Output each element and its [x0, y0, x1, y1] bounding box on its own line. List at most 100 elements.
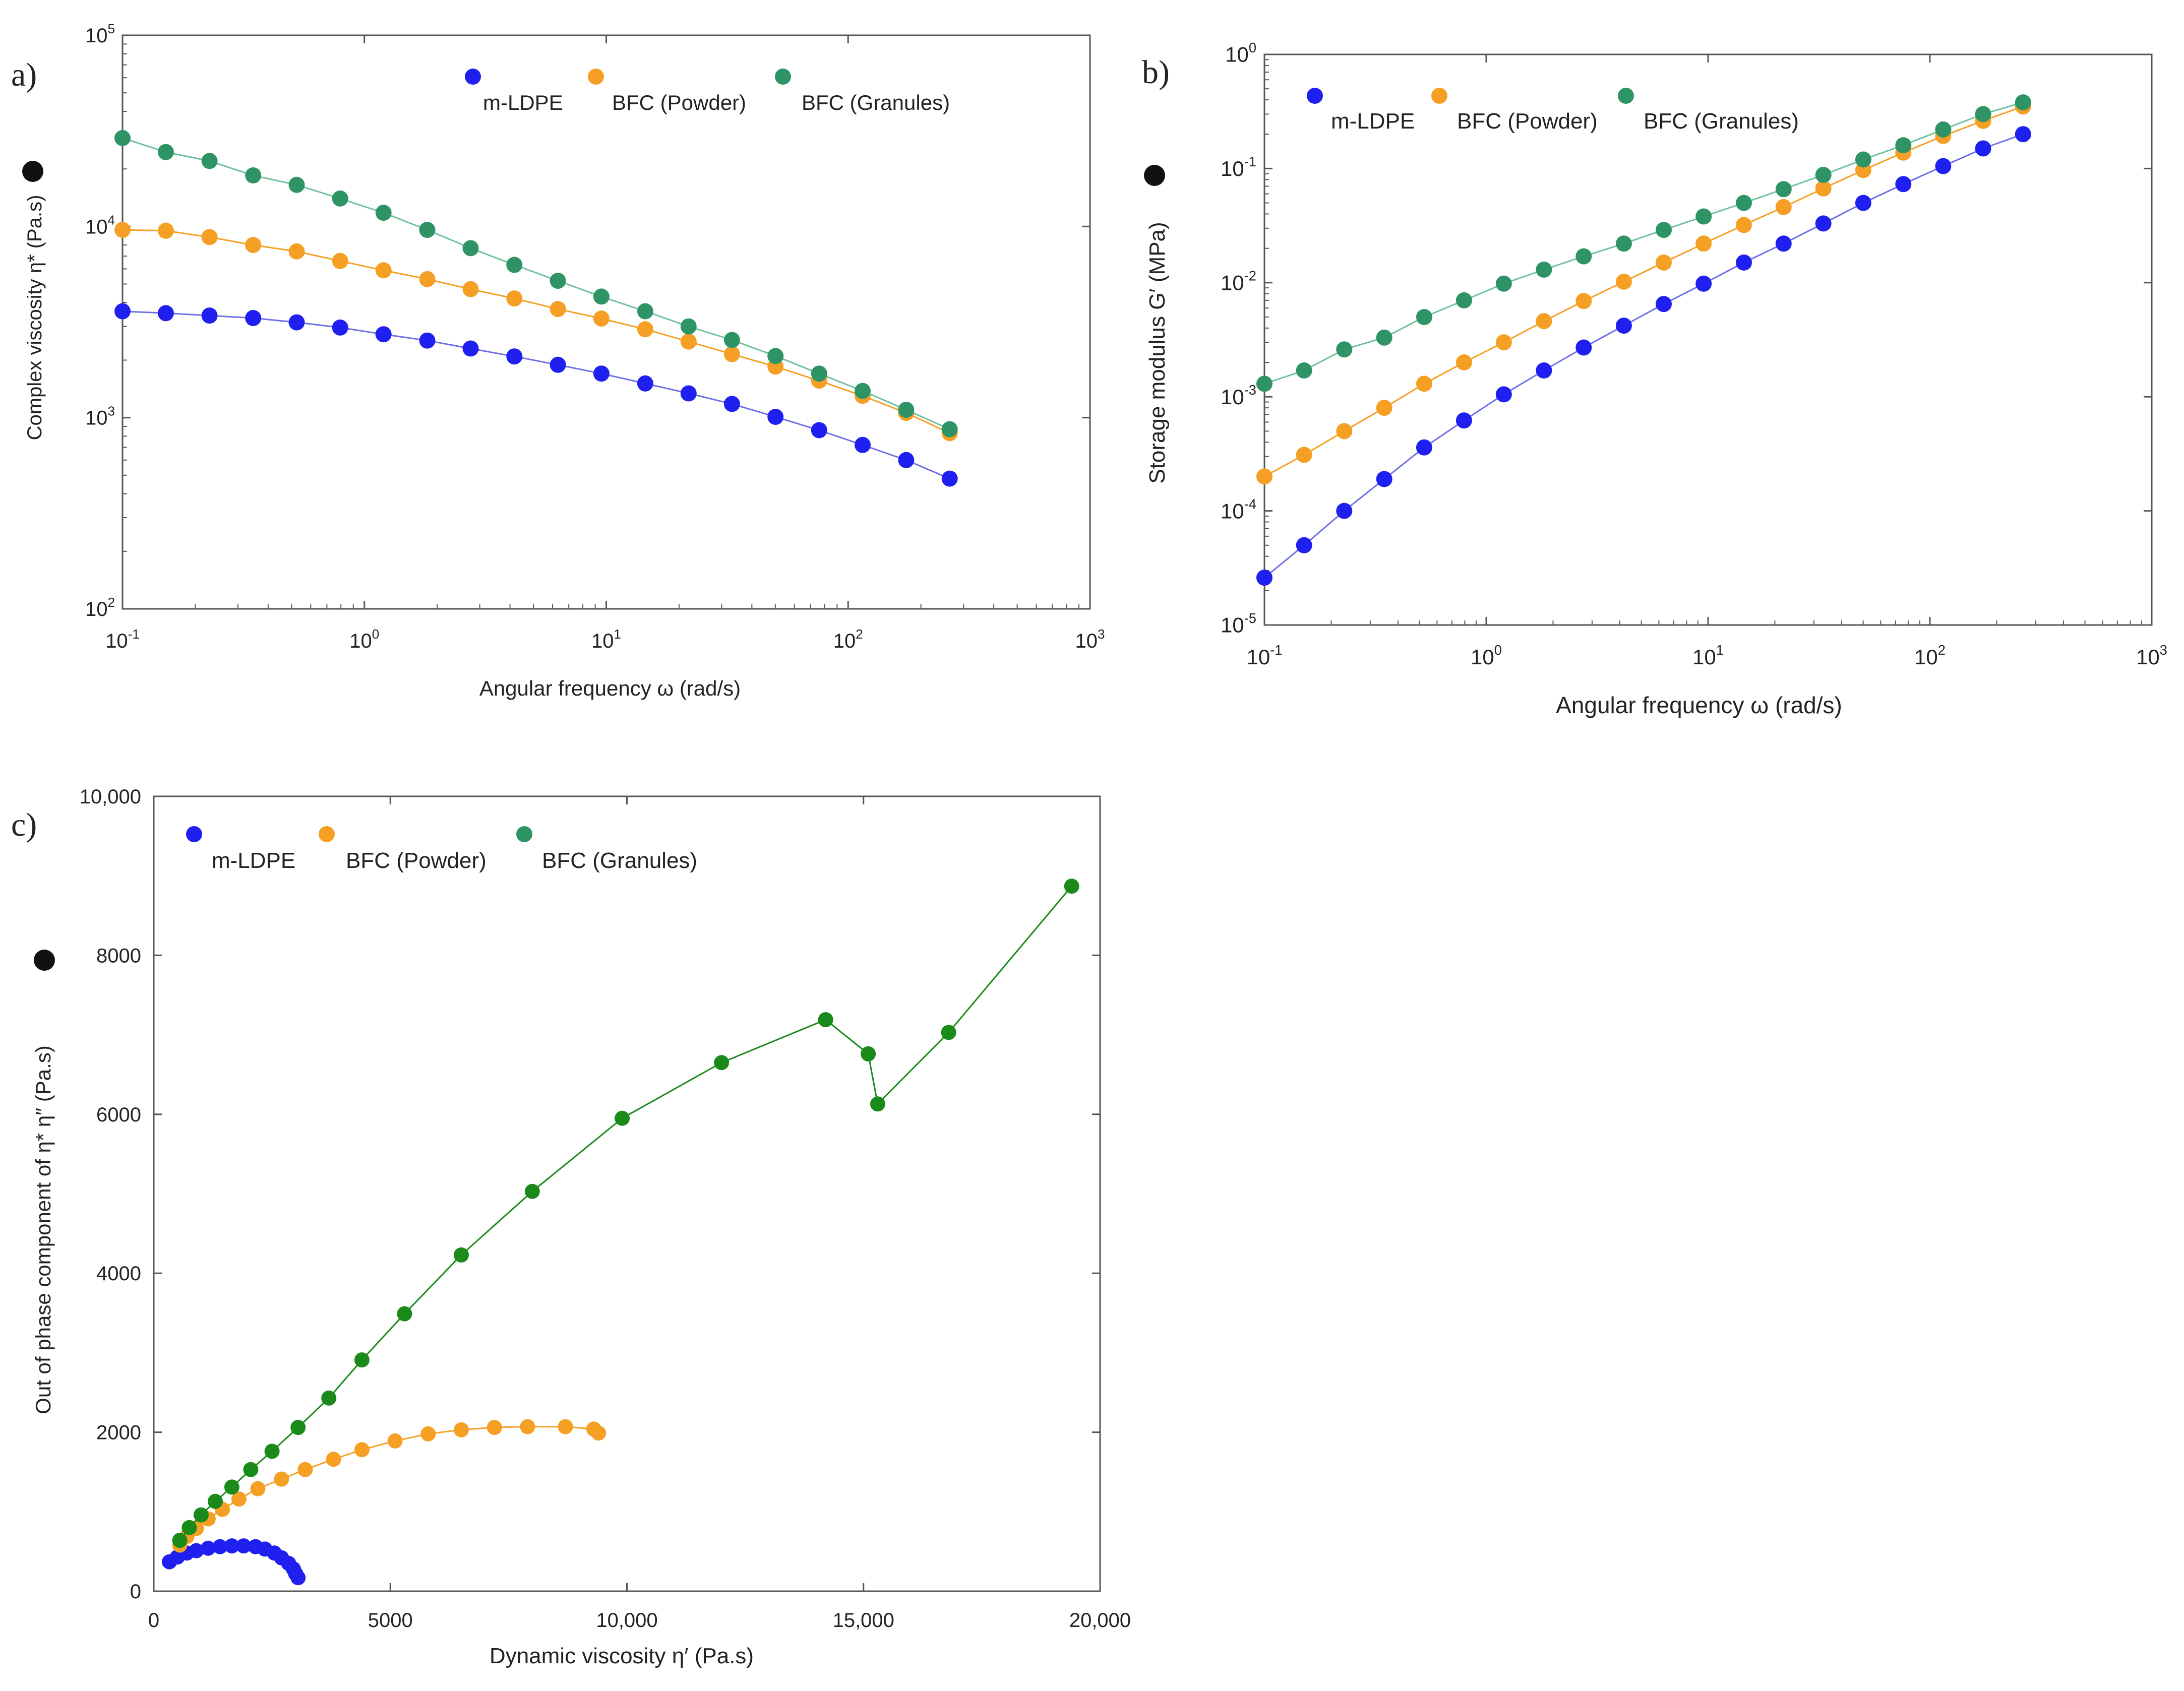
panel-a-point-bfc-powder — [637, 321, 653, 338]
panel-b-y-tick-label: 10-2 — [1221, 268, 1256, 295]
panel-a-point-bfc-granules — [811, 365, 827, 382]
panel-c-point-bfc-powder — [231, 1491, 247, 1507]
panel-b-point-m-ldpe — [1455, 412, 1472, 429]
panel-a-point-m-ldpe — [114, 303, 131, 320]
panel-a-y-tick-exponent: 5 — [108, 21, 115, 36]
panel-b-y-tick-exponent: -4 — [1244, 496, 1256, 512]
panel-a-x-tick-exponent: 0 — [372, 627, 379, 642]
panel-c-point-m-ldpe — [212, 1539, 228, 1554]
panel-c-point-bfc-granules — [870, 1096, 885, 1112]
panel-b-storage-modulus-chart: b) Storage modulus G′ (MPa) Angular freq… — [1142, 40, 2167, 718]
panel-a-point-bfc-powder — [245, 237, 262, 254]
panel-b-point-m-ldpe — [1536, 362, 1552, 379]
panel-b-legend-marker-bfc-granules — [1618, 88, 1634, 104]
panel-b-y-axis-label: Storage modulus G′ (MPa) — [1145, 222, 1170, 483]
panel-b-y-tick-exponent: -3 — [1244, 382, 1256, 398]
panel-a-x-tick-exponent: -1 — [128, 627, 140, 642]
panel-b-x-tick-exponent: 1 — [1716, 642, 1724, 658]
panel-b-point-bfc-powder — [1656, 254, 1672, 271]
panel-a-point-bfc-powder — [419, 271, 436, 287]
panel-b-point-bfc-granules — [1736, 195, 1752, 211]
panel-a-x-tick-base: 10 — [349, 630, 372, 652]
panel-c-point-m-ldpe — [224, 1538, 239, 1554]
panel-b-y-tick-label: 10-1 — [1221, 154, 1256, 180]
panel-b-y-tick-base: 10 — [1221, 271, 1244, 295]
panel-b-point-m-ldpe — [1975, 140, 1991, 157]
panel-b-point-bfc-granules — [2015, 94, 2031, 111]
panel-b-point-bfc-granules — [1296, 362, 1312, 379]
panel-a-x-tick-label: 102 — [833, 627, 863, 652]
panel-c-point-bfc-granules — [181, 1520, 197, 1535]
panel-b-legend: m-LDPE BFC (Powder) BFC (Granules) — [1307, 88, 1799, 134]
panel-c-legend-marker-m-ldpe — [186, 826, 202, 842]
panel-b-x-tick-exponent: 2 — [1938, 642, 1946, 658]
panel-a-point-bfc-granules — [201, 153, 218, 169]
panel-a-point-bfc-powder — [506, 290, 523, 307]
panel-a-point-bfc-granules — [332, 190, 348, 207]
panel-b-x-tick-base: 10 — [2136, 645, 2160, 669]
panel-c-legend-label-bfc-granules: BFC (Granules) — [542, 848, 697, 873]
panel-a-x-tick-exponent: 2 — [856, 627, 863, 642]
panel-b-point-bfc-granules — [1416, 309, 1432, 325]
panel-b-point-bfc-powder — [1775, 199, 1792, 215]
panel-a-point-m-ldpe — [680, 385, 697, 402]
panel-a-y-tick-base: 10 — [85, 407, 108, 429]
panel-b-point-m-ldpe — [1656, 296, 1672, 312]
panel-b-x-tick-label: 101 — [1692, 642, 1724, 669]
panel-c-point-bfc-granules — [321, 1390, 337, 1406]
panel-b-point-bfc-powder — [1416, 375, 1432, 392]
panel-c-y-tick-label: 6000 — [96, 1104, 141, 1126]
panel-b-y-tick-exponent: -1 — [1244, 154, 1256, 169]
panel-a-x-tick-label: 103 — [1075, 627, 1105, 652]
panel-b-point-bfc-granules — [1855, 151, 1871, 168]
panel-c-point-m-ldpe — [290, 1570, 306, 1586]
panel-b-point-bfc-granules — [1575, 248, 1592, 265]
panel-b-x-tick-exponent: -1 — [1270, 642, 1282, 658]
panel-c-point-bfc-granules — [861, 1046, 876, 1061]
panel-b-point-bfc-powder — [1376, 400, 1392, 416]
panel-b-point-m-ldpe — [1935, 158, 1952, 174]
panel-b-ylabel-bullet — [1144, 165, 1165, 186]
panel-c-legend-label-m-ldpe: m-LDPE — [212, 848, 295, 873]
panel-a-x-tick-exponent: 1 — [614, 627, 621, 642]
panel-a-point-bfc-granules — [506, 257, 523, 273]
panel-b-x-tick-exponent: 0 — [1494, 642, 1502, 658]
panel-a-y-tick-exponent: 3 — [108, 404, 115, 419]
panel-b-point-m-ldpe — [1736, 254, 1752, 271]
panel-c-y-tick-label: 8000 — [96, 945, 141, 967]
panel-b-x-tick-exponent: 3 — [2160, 642, 2167, 658]
panel-c-legend-label-bfc-powder: BFC (Powder) — [346, 848, 487, 873]
panel-a-point-bfc-granules — [288, 176, 305, 193]
panel-b-legend-label-bfc-powder: BFC (Powder) — [1457, 109, 1598, 134]
panel-b-point-bfc-granules — [1536, 262, 1552, 278]
panel-a-x-tick-label: 101 — [591, 627, 621, 652]
panel-b-x-tick-label: 102 — [1914, 642, 1946, 669]
panel-a-point-m-ldpe — [462, 340, 479, 357]
panel-c-x-tick-label: 5000 — [368, 1609, 413, 1632]
panel-b-y-tick-exponent: -5 — [1244, 610, 1256, 626]
panel-a-point-bfc-granules — [855, 383, 871, 399]
panel-a-y-tick-label: 103 — [85, 404, 115, 429]
panel-c-point-bfc-granules — [243, 1462, 259, 1477]
panel-a-point-m-ldpe — [506, 348, 523, 365]
panel-b-y-tick-exponent: 0 — [1249, 40, 1256, 55]
panel-c-point-bfc-granules — [524, 1183, 540, 1199]
panel-a-point-m-ldpe — [941, 470, 958, 487]
panel-b-x-tick-label: 100 — [1471, 642, 1502, 669]
panel-c-point-bfc-powder — [558, 1419, 573, 1434]
panel-a-x-tick-label: 10-1 — [105, 627, 140, 652]
panel-a-point-m-ldpe — [593, 365, 610, 382]
panel-b-point-bfc-powder — [1256, 468, 1272, 485]
panel-a-x-tick-exponent: 3 — [1098, 627, 1105, 642]
panel-a-legend-label-bfc-granules: BFC (Granules) — [802, 91, 950, 114]
panel-b-point-bfc-granules — [1256, 375, 1272, 392]
panel-b-y-tick-base: 10 — [1221, 499, 1244, 523]
panel-a-x-tick-base: 10 — [833, 630, 856, 652]
panel-b-point-bfc-powder — [1615, 273, 1632, 290]
panel-a-point-m-ldpe — [375, 326, 392, 343]
panel-b-point-bfc-powder — [1815, 180, 1832, 197]
panel-a-legend: m-LDPE BFC (Powder) BFC (Granules) — [465, 69, 950, 114]
panel-a-point-bfc-powder — [157, 222, 174, 239]
panel-a-point-m-ldpe — [201, 307, 218, 324]
panel-b-point-bfc-powder — [1455, 354, 1472, 370]
